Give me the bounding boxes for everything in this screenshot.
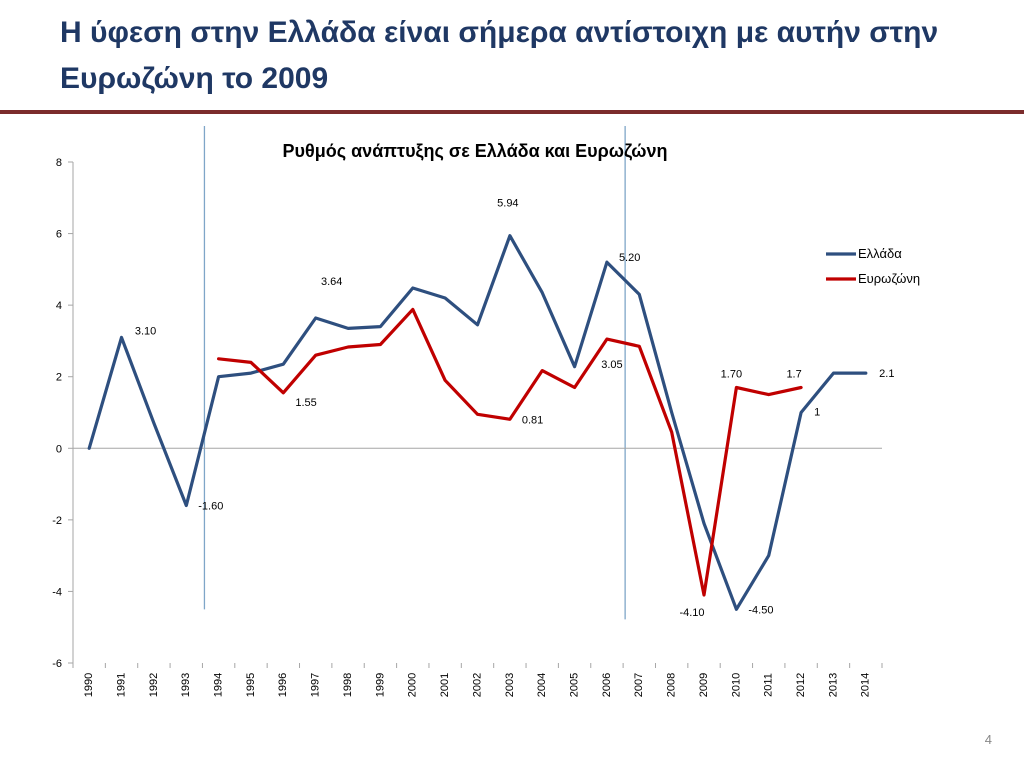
legend-label-greece: Ελλάδα: [858, 246, 902, 261]
x-tick-label: 2003: [504, 673, 516, 697]
y-tick-label: 8: [56, 157, 62, 169]
y-tick-label: -6: [52, 658, 62, 670]
y-tick-label: -2: [52, 515, 62, 527]
chart-series-lines: [87, 234, 868, 611]
data-label: -4.10: [679, 607, 704, 619]
data-label: 2.1: [879, 368, 894, 380]
x-tick-label: 2002: [471, 673, 483, 697]
data-label: 3.64: [321, 276, 342, 288]
growth-chart: 8 6 4 2 0 -2 -4 -6 1990 1991 1992 1993 1994 1995 1996 1…: [52, 126, 920, 697]
chart-legend: Ελλάδα Ευρωζώνη: [826, 246, 920, 286]
data-label: 3.05: [601, 359, 622, 371]
x-tick-label: 2001: [439, 673, 451, 697]
data-label: -1.60: [198, 501, 223, 513]
series-line-eurozone: [217, 307, 803, 597]
x-tick-label: 1994: [213, 673, 225, 697]
y-tick-label: -4: [52, 586, 62, 598]
x-tick-label: 2000: [407, 673, 419, 697]
chart-data-labels: 3.10 -1.60 3.64 5.94 5.20 -4.50 1 2.1 1.55 0.81 3.…: [135, 198, 895, 619]
x-tick-label: 1998: [342, 673, 354, 697]
x-tick-label: 2012: [795, 673, 807, 697]
y-tick-label: 0: [56, 443, 62, 455]
x-tick-label: 1990: [83, 673, 95, 697]
slide-number: 4: [984, 732, 992, 747]
x-tick-label: 2010: [730, 673, 742, 697]
x-tick-label: 1992: [148, 673, 160, 697]
x-tick-label: 2013: [827, 673, 839, 697]
data-label: 5.20: [619, 252, 640, 264]
y-tick-label: 2: [56, 372, 62, 384]
y-tick-label: 6: [56, 229, 62, 241]
x-tick-label: 2005: [568, 673, 580, 697]
title-divider: [0, 110, 1024, 114]
legend-label-eurozone: Ευρωζώνη: [858, 271, 920, 286]
x-tick-label: 1993: [180, 673, 192, 697]
y-tick-label: 4: [56, 300, 62, 312]
x-tick-label: 2014: [860, 673, 872, 697]
x-tick-label: 2009: [698, 673, 710, 697]
x-tick-label: 1995: [245, 673, 257, 697]
x-tick-label: 2011: [763, 673, 775, 697]
x-tick-label: 2006: [601, 673, 613, 697]
x-tick-label: 2007: [633, 673, 645, 697]
data-label: 5.94: [497, 198, 518, 210]
chart-axes: 8 6 4 2 0 -2 -4 -6 1990 1991 1992 1993 1994 1995 1996 1…: [52, 157, 883, 697]
x-tick-label: 1999: [374, 673, 386, 697]
chart-title: Ρυθμός ανάπτυξης σε Ελλάδα και Ευρωζώνη: [283, 141, 668, 162]
data-label: 0.81: [522, 414, 543, 426]
x-tick-label: 2004: [536, 673, 548, 697]
data-label: 1.70: [721, 368, 742, 380]
x-tick-label: 1996: [277, 673, 289, 697]
x-tick-label: 2008: [666, 673, 678, 697]
data-label: 1.7: [786, 368, 801, 380]
data-label: -4.50: [748, 604, 773, 616]
data-label: 1: [814, 407, 820, 419]
series-line-greece: [87, 234, 868, 611]
slide-title: Η ύφεση στην Ελλάδα είναι σήμερα αντίστο…: [60, 16, 939, 95]
x-tick-label: 1997: [310, 673, 322, 697]
data-label: 1.55: [295, 397, 316, 409]
data-label: 3.10: [135, 325, 156, 337]
period-markers: [203, 126, 626, 620]
x-tick-label: 1991: [115, 673, 127, 697]
